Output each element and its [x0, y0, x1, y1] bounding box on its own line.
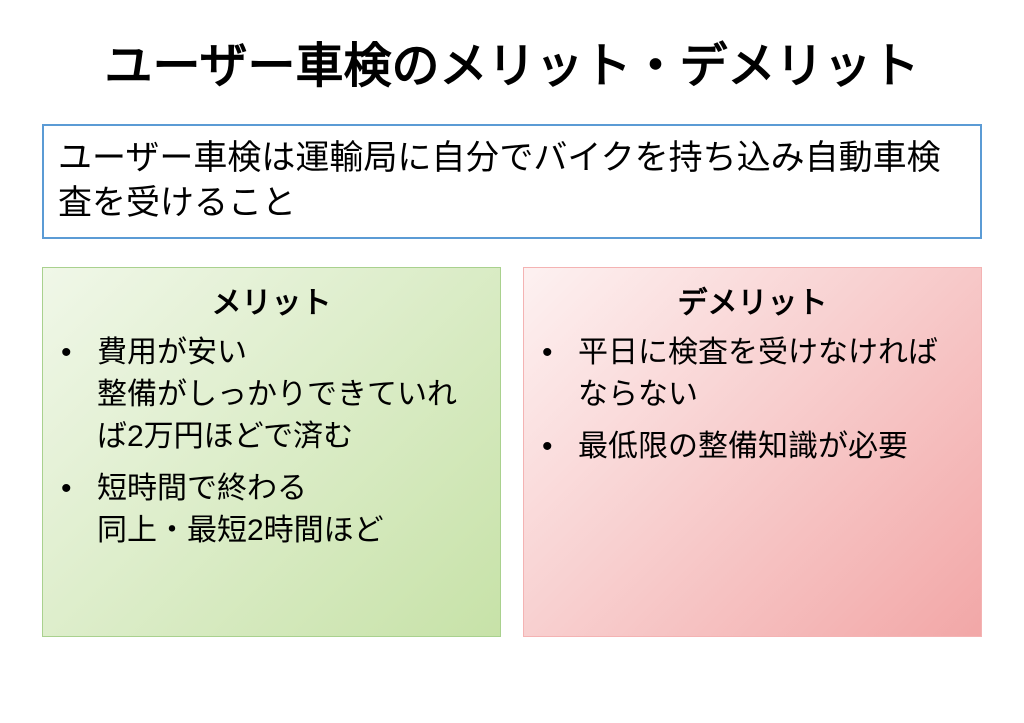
list-item-text: 最低限の整備知識が必要	[578, 426, 963, 468]
demerit-panel: デメリット •平日に検査を受けなければならない•最低限の整備知識が必要	[523, 267, 982, 637]
list-item: •平日に検査を受けなければならない	[542, 332, 963, 416]
list-item-text: 短時間で終わる 同上・最短2時間ほど	[97, 468, 482, 552]
merit-panel: メリット •費用が安い 整備がしっかりできていれば2万円ほどで済む•短時間で終わ…	[42, 267, 501, 637]
slide-title: ユーザー車検のメリット・デメリット	[42, 38, 982, 96]
list-item-text: 費用が安い 整備がしっかりできていれば2万円ほどで済む	[97, 332, 482, 458]
subtitle-text: ユーザー車検は運輸局に自分でバイクを持ち込み自動車検査を受けること	[58, 139, 941, 223]
bullet-icon: •	[61, 468, 97, 552]
merit-heading: メリット	[61, 278, 482, 322]
list-item: •最低限の整備知識が必要	[542, 426, 963, 468]
columns-container: メリット •費用が安い 整備がしっかりできていれば2万円ほどで済む•短時間で終わ…	[42, 267, 982, 637]
demerit-heading: デメリット	[542, 278, 963, 322]
bullet-icon: •	[542, 332, 578, 416]
bullet-icon: •	[542, 426, 578, 468]
bullet-icon: •	[61, 332, 97, 458]
list-item: •短時間で終わる 同上・最短2時間ほど	[61, 468, 482, 552]
list-item: •費用が安い 整備がしっかりできていれば2万円ほどで済む	[61, 332, 482, 458]
subtitle-box: ユーザー車検は運輸局に自分でバイクを持ち込み自動車検査を受けること	[42, 124, 982, 240]
demerit-list: •平日に検査を受けなければならない•最低限の整備知識が必要	[542, 332, 963, 468]
merit-list: •費用が安い 整備がしっかりできていれば2万円ほどで済む•短時間で終わる 同上・…	[61, 332, 482, 552]
list-item-text: 平日に検査を受けなければならない	[578, 332, 963, 416]
